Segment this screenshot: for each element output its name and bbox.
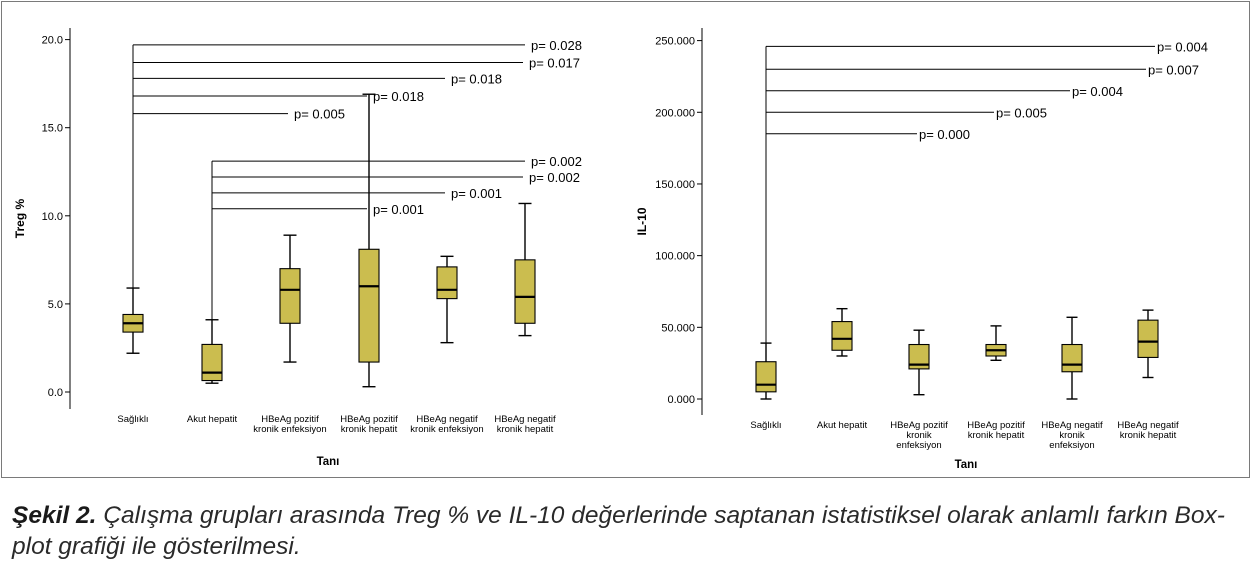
y-tick-label: 100.000	[655, 251, 695, 263]
x-category-label: Sağlıklı	[117, 414, 148, 425]
box-iqr	[831, 321, 853, 351]
box-plot-2	[831, 307, 853, 357]
y-tick-label: 250.000	[655, 36, 695, 48]
x-category-label: Akut hepatit	[187, 414, 238, 425]
box-iqr	[279, 268, 301, 324]
box-plot-3	[279, 234, 301, 363]
box-iqr	[201, 343, 223, 382]
box-iqr	[436, 266, 458, 300]
p-value-label: p= 0.000	[919, 127, 970, 142]
box-plot-5	[1061, 316, 1083, 400]
x-category-label: enfeksiyon	[896, 440, 941, 451]
y-tick-label: 15.0	[42, 123, 63, 135]
x-category-label: kronik enfeksiyon	[253, 424, 326, 435]
x-category-label: HBeAg pozitif	[890, 420, 948, 431]
box-iqr	[1061, 343, 1083, 373]
x-category-label: kronik	[1059, 430, 1085, 441]
p-value-label: p= 0.001	[451, 186, 502, 201]
box-plot-4	[985, 325, 1007, 361]
x-category-label: kronik hepatit	[1120, 430, 1177, 441]
p-value-label: p= 0.001	[373, 202, 424, 217]
box-plot-6	[1137, 309, 1159, 379]
x-category-label: kronik hepatit	[341, 424, 398, 435]
y-tick-label: 150.000	[655, 179, 695, 191]
x-category-label: Sağlıklı	[750, 420, 781, 431]
p-value-label: p= 0.005	[996, 105, 1047, 120]
box-plot-1	[755, 342, 777, 400]
p-value-label: p= 0.004	[1072, 84, 1123, 99]
x-category-label: kronik hepatit	[497, 424, 554, 435]
x-category-label: HBeAg pozitif	[340, 414, 398, 425]
figure-frame	[1, 1, 1250, 478]
x-category-label: HBeAg negatif	[1117, 420, 1179, 431]
x-axis-label: Tanı	[317, 456, 340, 468]
x-category-label: enfeksiyon	[1049, 440, 1094, 451]
box-plot-2	[201, 319, 223, 384]
x-category-label: kronik hepatit	[968, 430, 1025, 441]
p-value-label: p= 0.005	[294, 107, 345, 122]
p-value-label: p= 0.028	[531, 38, 582, 53]
x-category-label: HBeAg negatif	[494, 414, 556, 425]
x-category-label: HBeAg negatif	[416, 414, 478, 425]
figure-caption: Şekil 2. Çalışma grupları arasında Treg …	[12, 500, 1247, 562]
x-category-label: HBeAg pozitif	[261, 414, 319, 425]
box-plot-5	[436, 255, 458, 344]
y-axis-label: IL-10	[635, 207, 649, 235]
p-value-label: p= 0.007	[1148, 62, 1199, 77]
y-tick-label: 200.000	[655, 107, 695, 119]
box-plot-1	[122, 287, 144, 354]
box-plot-4	[358, 93, 380, 388]
y-axis-label: Treg %	[13, 199, 27, 239]
x-category-label: kronik enfeksiyon	[410, 424, 483, 435]
y-tick-label: 5.0	[48, 299, 63, 311]
y-tick-label: 0.000	[667, 394, 695, 406]
x-category-label: kronik	[906, 430, 932, 441]
p-value-label: p= 0.004	[1157, 39, 1208, 54]
p-value-label: p= 0.017	[529, 56, 580, 71]
il10-chart: 0.000 50.000 100.000 150.000 200.000 250.000 I…	[635, 28, 1208, 471]
box-iqr	[908, 343, 930, 370]
box-iqr	[358, 248, 380, 363]
x-category-label: Akut hepatit	[817, 420, 868, 431]
y-tick-label: 10.0	[42, 211, 63, 223]
treg-chart: 0.0 5.0 10.0 15.0 20.0 Treg % Tanı Sağlıklı Akut…	[13, 28, 582, 468]
y-tick-label: 20.0	[42, 35, 63, 47]
y-tick-label: 0.0	[48, 387, 63, 399]
y-tick-label: 50.000	[661, 322, 695, 334]
p-value-label: p= 0.018	[451, 71, 502, 86]
box-iqr	[514, 259, 536, 324]
box-plot-6	[514, 202, 536, 337]
box-plot-3	[908, 329, 930, 396]
box-iqr	[1137, 319, 1159, 358]
box-iqr	[755, 361, 777, 393]
p-value-label: p= 0.018	[373, 89, 424, 104]
caption-text: Çalışma grupları arasında Treg % ve IL-1…	[12, 502, 1225, 560]
x-axis-label: Tanı	[955, 459, 978, 471]
p-value-label: p= 0.002	[531, 154, 582, 169]
x-category-label: HBeAg negatif	[1041, 420, 1103, 431]
p-value-label: p= 0.002	[529, 170, 580, 185]
box-plot-figure: 0.0 5.0 10.0 15.0 20.0 Treg % Tanı Sağlıklı Akut…	[13, 28, 1208, 471]
caption-label: Şekil 2.	[12, 502, 97, 529]
x-category-label: HBeAg pozitif	[967, 420, 1025, 431]
